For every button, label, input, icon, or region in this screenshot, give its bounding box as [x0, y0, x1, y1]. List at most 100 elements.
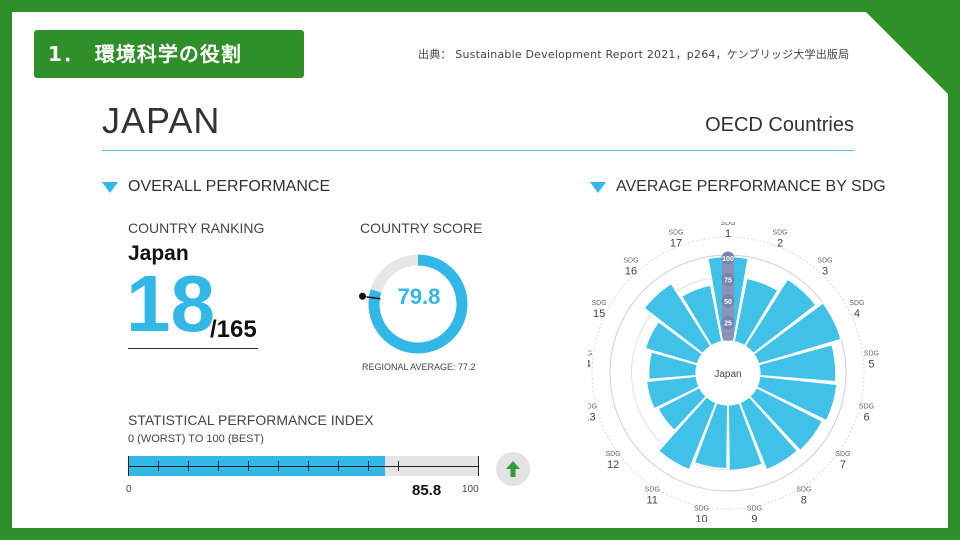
sdg-bar-16	[643, 282, 712, 355]
scale-label: 50	[724, 299, 732, 306]
sdg-number: 16	[625, 266, 637, 278]
overall-performance-heading: OVERALL PERFORMANCE	[102, 178, 330, 196]
country-score-value: 79.8	[397, 284, 441, 309]
rank-total: /165	[210, 316, 257, 343]
slide: 1． 環境科学の役割 出典： Sustainable Development R…	[12, 12, 948, 528]
sdg-performance-heading: AVERAGE PERFORMANCE BY SDG	[590, 178, 886, 196]
sdg-bar-2	[733, 277, 779, 347]
regional-average: REGIONAL AVERAGE: 77.2	[362, 362, 476, 372]
spi-end-tick	[478, 456, 479, 476]
sdg-number: 13	[588, 411, 596, 423]
sdg-prefix: SDG	[835, 451, 850, 458]
scale-marker	[721, 273, 735, 286]
sdg-prefix: SDG	[796, 486, 811, 493]
sdg-bar-6	[756, 375, 838, 422]
sdg-performance-label: AVERAGE PERFORMANCE BY SDG	[616, 178, 886, 195]
sdg-number: 12	[607, 459, 619, 471]
sdg-number: 8	[801, 494, 807, 506]
triangle-down-icon	[590, 181, 606, 193]
sdg-number: 6	[863, 411, 869, 423]
score-donut-arc	[368, 254, 468, 354]
sdg-bar-10	[693, 402, 729, 470]
spi-tick	[278, 461, 279, 471]
sdg-bar-3	[744, 278, 817, 355]
sdg-prefix: SDG	[859, 403, 874, 410]
spi-axis	[128, 466, 478, 467]
sdg-number: 9	[751, 514, 757, 522]
sdg-bar-14	[648, 351, 698, 381]
sdg-prefix: SDG	[817, 258, 832, 265]
scale-marker	[721, 251, 735, 265]
sdg-prefix: SDG	[864, 351, 879, 358]
sdg-label-14: SDG14	[588, 351, 592, 371]
spi-tick	[308, 461, 309, 471]
sdg-prefix: SDG	[645, 486, 660, 493]
sdg-bar-7	[748, 386, 824, 452]
score-donut	[359, 254, 468, 354]
sdg-prefix: SDG	[849, 300, 864, 307]
sdg-number: 5	[868, 359, 874, 371]
sdg-bar-15	[644, 321, 704, 365]
spi-tick	[188, 461, 189, 471]
sdg-number: 17	[670, 238, 682, 250]
sdg-prefix: SDG	[668, 230, 683, 237]
region-label: OECD Countries	[705, 114, 854, 136]
spi-tick	[248, 461, 249, 471]
scale-marker	[721, 294, 735, 308]
sdg-prefix: SDG	[605, 451, 620, 458]
country-ranking-label: COUNTRY RANKING	[128, 220, 265, 236]
sdg-number: 3	[822, 266, 828, 278]
ranking-country-name: Japan	[128, 242, 189, 265]
country-title: JAPAN	[102, 100, 221, 141]
spi-trend	[496, 452, 530, 486]
spi-title: STATISTICAL PERFORMANCE INDEX	[128, 412, 374, 428]
sdg-prefix: SDG	[694, 506, 709, 513]
sdg-prefix: SDG	[623, 258, 638, 265]
header-divider	[102, 150, 854, 151]
sdg-number: 2	[777, 238, 783, 250]
sdg-prefix: SDG	[588, 403, 597, 410]
sdg-prefix: SDG	[747, 506, 762, 513]
sdg-bar-12	[657, 386, 708, 432]
chart-center	[698, 343, 758, 403]
sdg-bar-17	[680, 284, 723, 347]
sdg-number: 1	[725, 228, 731, 240]
spi-tick	[218, 461, 219, 471]
rank-underline	[128, 348, 258, 349]
spi-tick	[398, 461, 399, 471]
spi-max-label: 100	[462, 484, 479, 495]
chart-outer-ring	[591, 236, 865, 510]
source-citation: 出典： Sustainable Development Report 2021，…	[418, 48, 850, 61]
sdg-prefix: SDG	[772, 230, 787, 237]
sdg-number: 11	[646, 494, 657, 506]
overall-performance-label: OVERALL PERFORMANCE	[128, 178, 331, 195]
spi-value: 85.8	[412, 482, 442, 499]
section-tag: 1． 環境科学の役割	[34, 30, 304, 78]
triangle-down-icon	[102, 181, 118, 193]
scale-label: 25	[724, 321, 732, 328]
spi-start-tick	[128, 456, 129, 476]
country-rank: 18	[126, 259, 215, 348]
sdg-number: 14	[588, 359, 591, 371]
spi-subtitle: 0 (WORST) TO 100 (BEST)	[128, 433, 264, 445]
spi-min-label: 0	[126, 484, 132, 495]
sdg-number: 15	[593, 308, 605, 320]
sdg-bar-9	[727, 402, 763, 471]
sdg-bar-13	[645, 375, 700, 410]
sdg-prefix: SDG	[588, 351, 592, 358]
